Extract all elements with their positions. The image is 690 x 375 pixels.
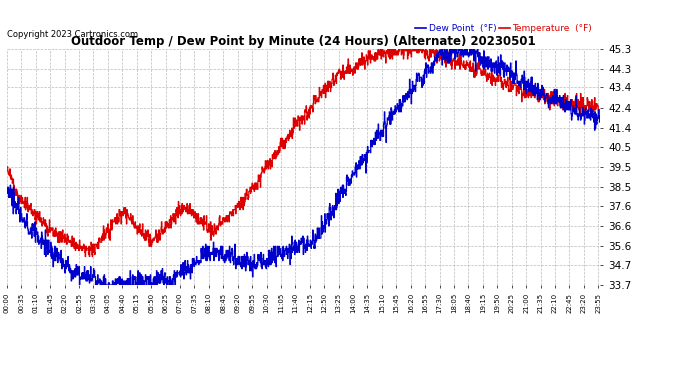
Title: Outdoor Temp / Dew Point by Minute (24 Hours) (Alternate) 20230501: Outdoor Temp / Dew Point by Minute (24 H… <box>71 34 536 48</box>
Text: Copyright 2023 Cartronics.com: Copyright 2023 Cartronics.com <box>7 30 138 39</box>
Legend: Dew Point  (°F), Temperature  (°F): Dew Point (°F), Temperature (°F) <box>411 20 595 36</box>
